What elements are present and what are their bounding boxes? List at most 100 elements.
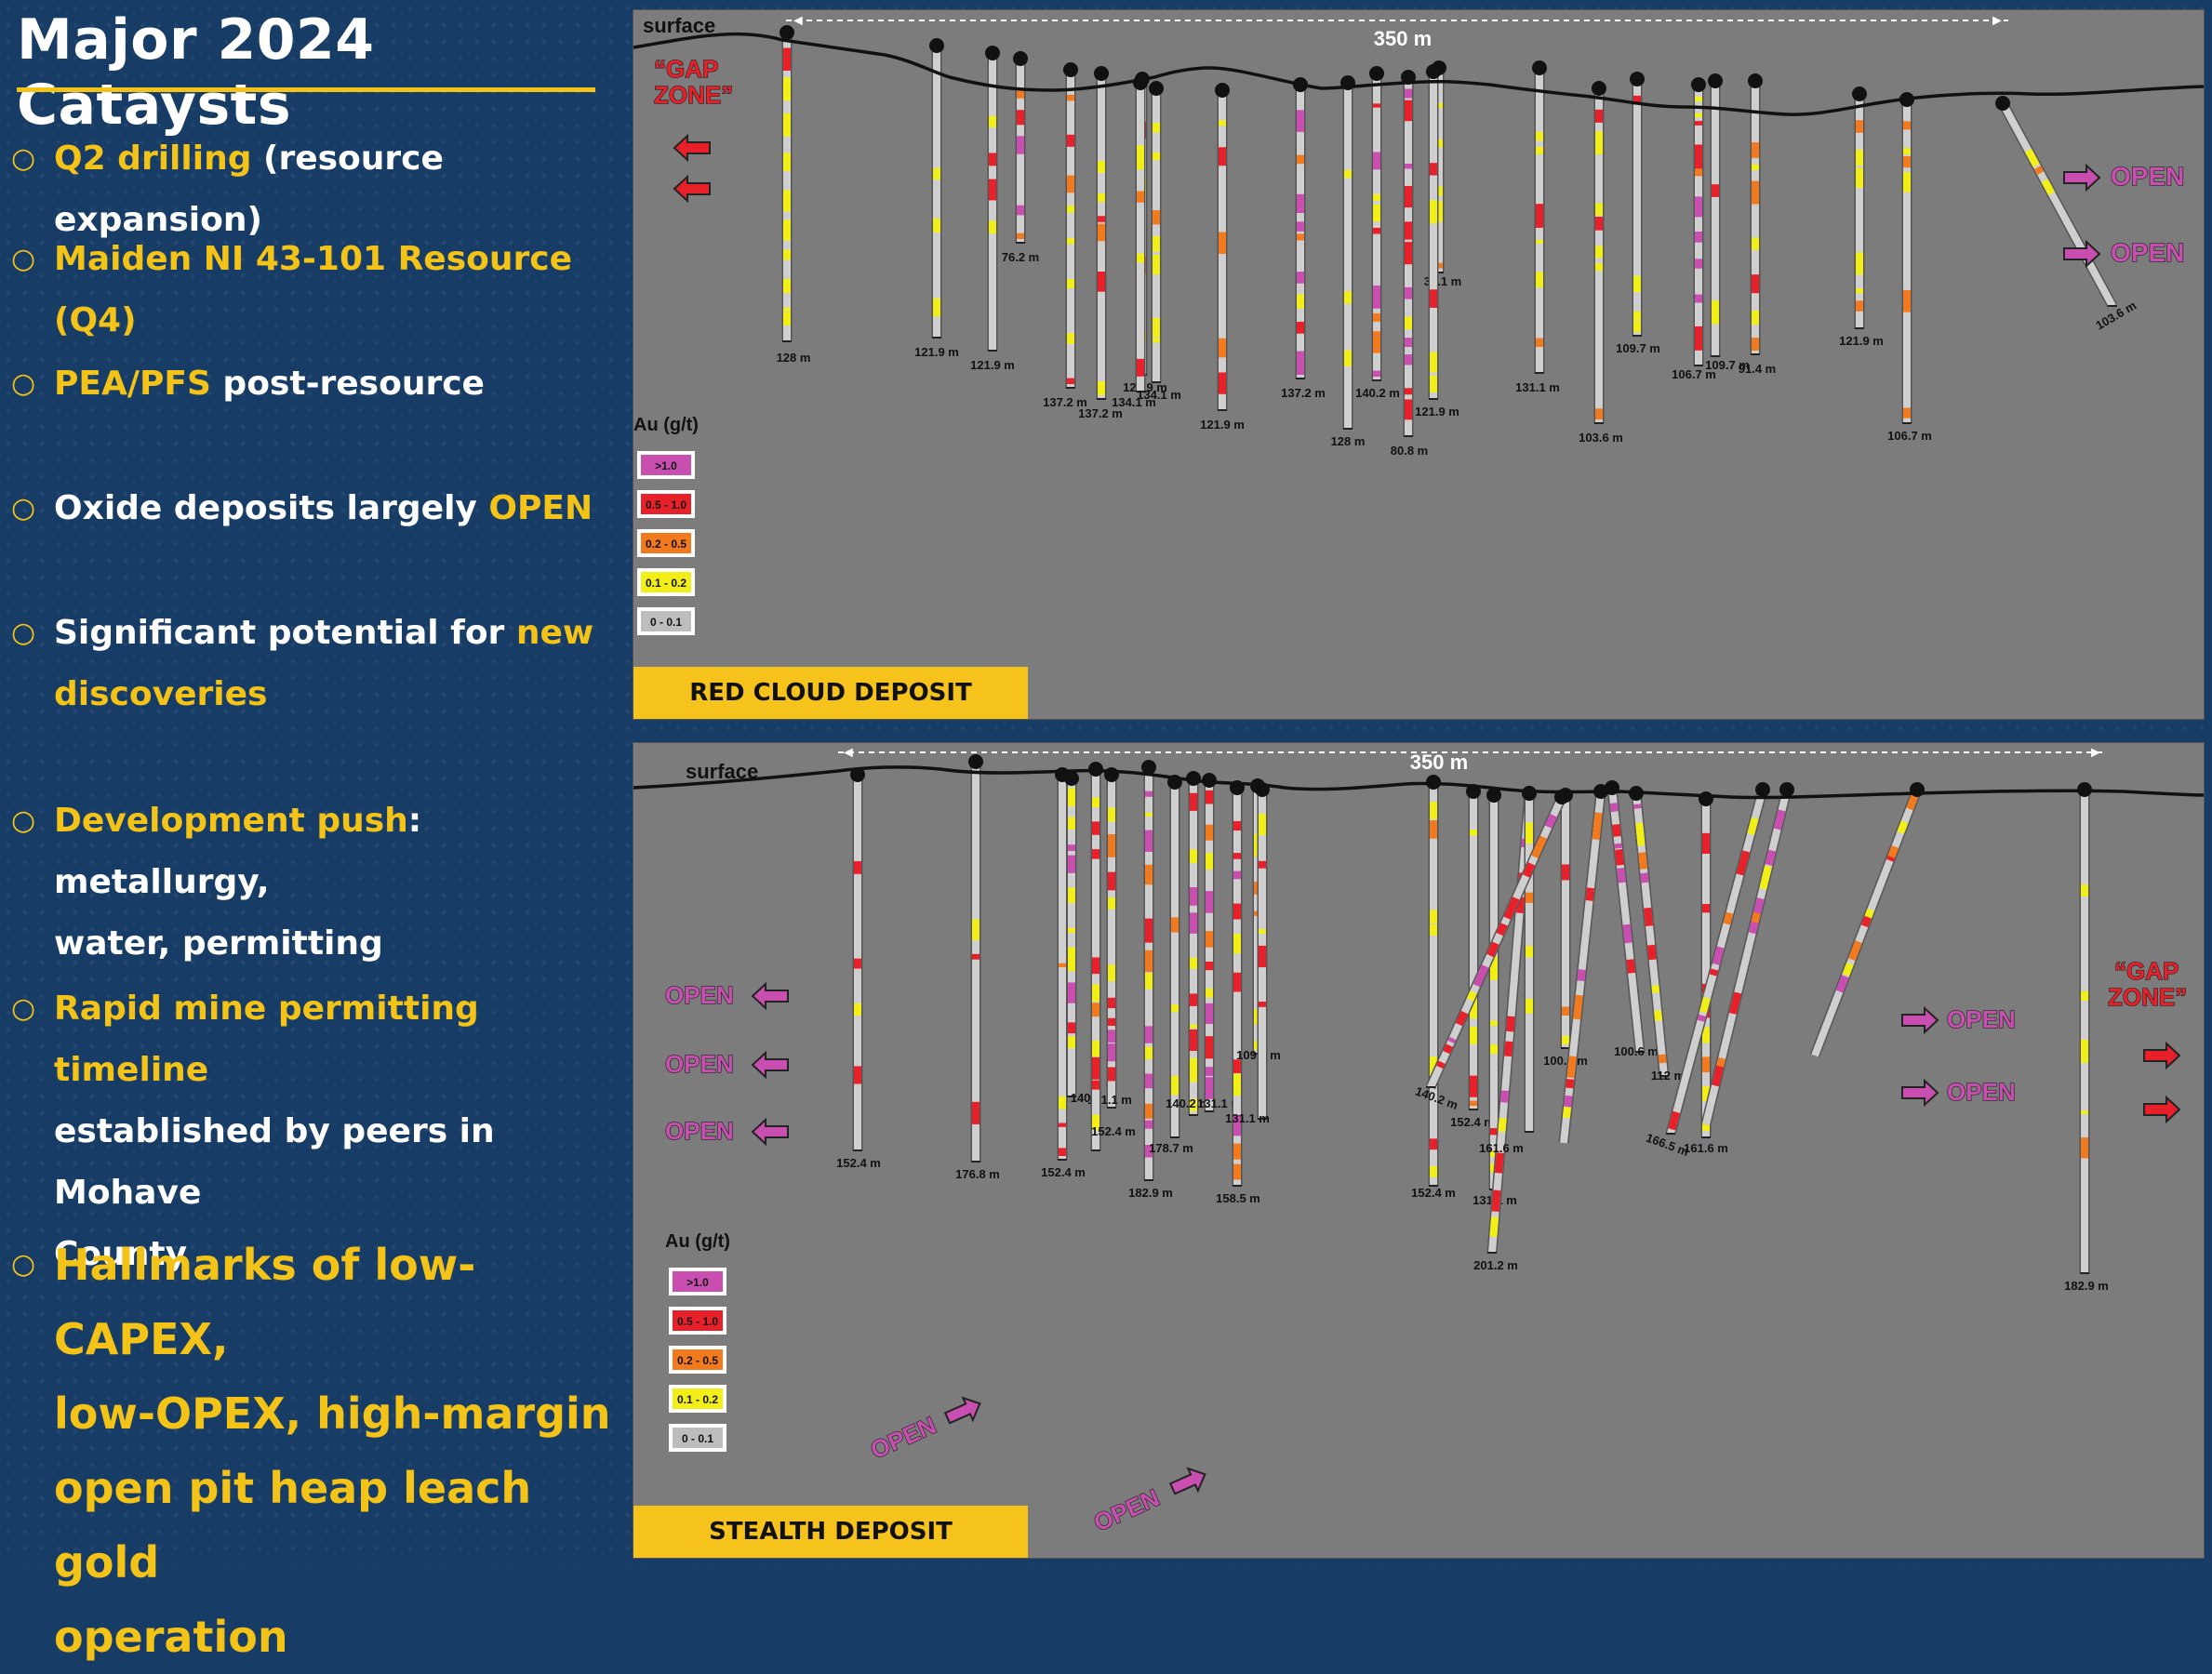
collar-marker [1852,86,1867,101]
collar-marker [1629,786,1644,801]
gap-zone-right-arrow [2144,1043,2179,1068]
hole-depth-label: 152.4 m [1091,1124,1136,1138]
arrow-shape [674,177,710,201]
open-right-arrow [2064,166,2099,190]
legend-label: 0.1 - 0.2 [646,577,686,590]
collar-marker [1995,96,2010,111]
scale-bar-label: 350 m [1410,751,1468,774]
drill-hole-stealth-2: 176.8 m [955,762,1000,1181]
collar-marker [1779,782,1794,797]
grade-interval [1768,851,1772,865]
hole-depth-label: 182.9 m [2064,1279,2109,1293]
collar-marker [985,46,1000,60]
drill-hole-stealth-23: 161.6 m [1684,799,1728,1155]
hole-depth-label: 128 m [777,351,811,365]
grade-interval [1577,995,1579,1019]
legend-item: >1.0 [637,451,695,479]
collar-marker [1486,788,1501,803]
arrow-shape [1902,1008,1938,1032]
grade-interval [1618,844,1619,848]
bullet-development-push: ○ Development push: metallurgy,water, pe… [11,790,625,975]
hole-depth-label: 121.9 m [970,358,1015,372]
legend-label: 0 - 0.1 [682,1432,713,1445]
gap-zone-label: “GAP [2114,957,2179,985]
legend-label: 0.5 - 1.0 [646,498,686,512]
collar-marker [1755,782,1770,797]
grade-interval [1493,1217,1495,1237]
drill-hole-red-cloud-17: 131.1 m [1515,68,1560,394]
collar-marker [1293,77,1308,92]
grade-interval [1569,1079,1570,1087]
collar-marker [1013,51,1028,66]
grade-interval [1490,943,1496,955]
gap-zone-left-arrow [674,177,710,201]
legend-item: 0.2 - 0.5 [637,529,695,557]
collar-marker [1088,762,1103,777]
collar-marker [1748,73,1763,88]
grade-interval [1566,1107,1567,1118]
bullet-circle-icon: ○ [11,603,35,664]
grade-interval [1504,1091,1505,1103]
hole-depth-label: 158.5 m [1216,1191,1260,1205]
collar-marker [1708,73,1723,88]
grade-interval [1619,849,1620,865]
hole-depth-label: 137.2 m [1281,386,1326,400]
gap-zone-right-arrow [2144,1097,2179,1122]
gap-zone-left-arrow [674,136,710,160]
legend-item: 0.1 - 0.2 [637,568,695,596]
scale-bar-left-arrow: ◄ [841,745,856,761]
hole-depth-label: 178.7 m [1149,1141,1193,1155]
hole-depth-label: 152.4 m [1411,1186,1456,1200]
open-left-arrow [753,1120,788,1144]
hole-depth-label: 161.6 m [1479,1141,1524,1155]
collar-marker [1593,784,1608,799]
deposit-label-red-cloud: RED CLOUD DEPOSIT [633,667,1028,719]
legend-label: 0.5 - 1.0 [677,1315,718,1328]
legend-item: 0.5 - 1.0 [669,1307,726,1335]
collar-marker [1910,782,1925,797]
scale-bar-label: 350 m [1374,27,1432,50]
open-diagonal-arrow [942,1392,984,1428]
drill-hole-red-cloud-21: 109.7 m [1705,81,1750,372]
hole-depth-label: 131.1 m [1225,1111,1270,1125]
drill-hole-red-cloud-5: 137.2 m [1043,70,1087,409]
collar-marker [1094,66,1109,81]
arrow-shape [1167,1463,1209,1499]
hole-depth-label: 103.6 m [1579,431,1623,445]
hole-depth-label: 161.6 m [1684,1141,1728,1155]
surface-label: surface [643,14,715,37]
bullet-maiden-resource: ○ Maiden NI 43-101 Resource (Q4) [11,229,625,352]
collar-marker [1522,786,1537,801]
grade-interval [2037,167,2040,173]
drill-hole-red-cloud-18: 103.6 m [1579,88,1623,445]
drill-hole-red-cloud-13: 140.2 m [1355,73,1400,400]
hole-depth-label: 121.9 m [914,345,959,359]
deposit-label-stealth: STEALTH DEPOSIT [633,1506,1028,1558]
grade-interval [1639,823,1641,846]
drill-hole-stealth-14: 152.4 m [1411,782,1456,1200]
grade-interval [1713,970,1715,976]
grade-interval [1716,947,1721,963]
open-label: OPEN [1089,1483,1164,1536]
hole-depth-label: 109.7 m [1616,341,1660,355]
hole-depth-label: 152.4 m [836,1156,881,1170]
hole-depth-label: 140.2 m [1355,386,1400,400]
collar-marker [1133,75,1148,90]
grade-interval [1502,1118,1503,1132]
drill-hole-red-cloud-14: 80.8 m [1391,77,1428,458]
drill-hole-red-cloud-11: 137.2 m [1281,85,1326,400]
grade-interval [1451,1038,1453,1042]
arrow-shape [753,1053,788,1077]
grade-interval [1470,992,1473,1000]
legend-item: 0.1 - 0.2 [669,1385,726,1413]
bullet-oxide-open: ○ Oxide deposits largely OPEN [11,478,625,539]
hole-depth-label: 152.4 m [1450,1115,1495,1129]
collar-marker [1215,83,1230,98]
legend-label: >1.0 [686,1276,709,1289]
collar-marker [1186,771,1201,786]
open-left-arrow [753,984,788,1008]
